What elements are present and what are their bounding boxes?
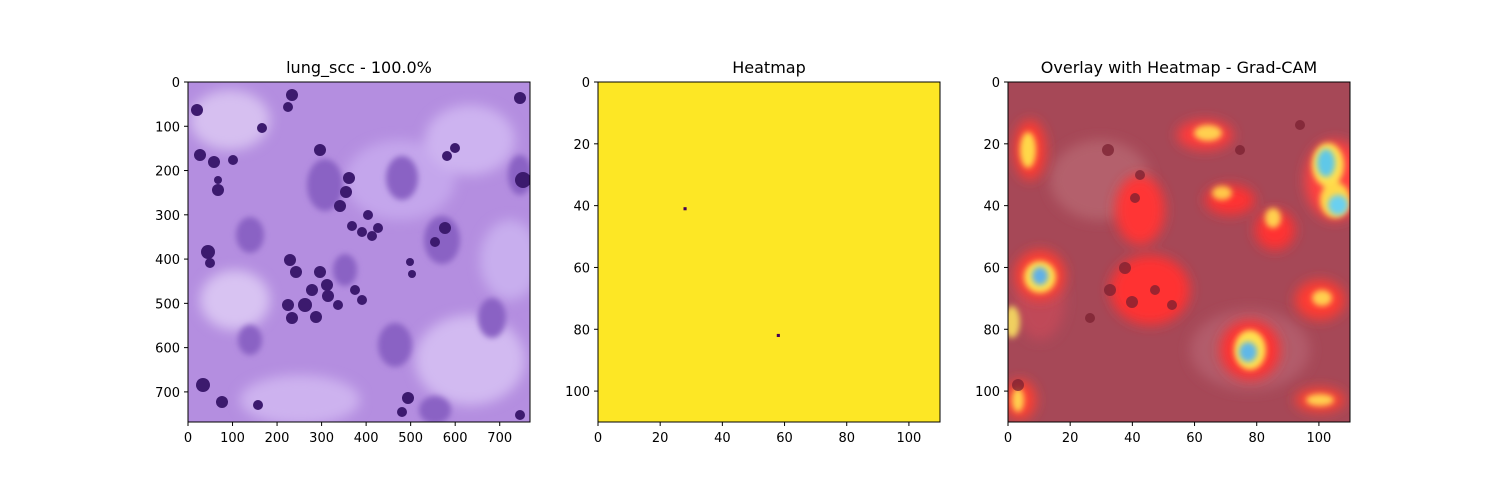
- y-tick-label: 100: [975, 385, 1000, 400]
- x-tick-label: 20: [652, 431, 669, 446]
- x-tick-label: 0: [594, 431, 602, 446]
- heatmap-low-cell: [683, 207, 687, 211]
- x-tick-label: 0: [1004, 431, 1012, 446]
- y-tick-label: 0: [992, 76, 1000, 91]
- y-tick-label: 0: [582, 76, 590, 91]
- y-tick-label: 80: [573, 323, 590, 338]
- x-tick-label: 80: [838, 431, 855, 446]
- panel-tissue-image: lung_scc - 100.0%: [155, 58, 531, 446]
- x-tick-label: 300: [309, 431, 334, 446]
- y-tick-label: 500: [155, 297, 180, 312]
- x-tick-label: 100: [220, 431, 245, 446]
- x-tick-label: 80: [1248, 431, 1265, 446]
- panel-2-axes: 0 20 40 60 80 100 0 20 40 60 80 100: [565, 76, 921, 446]
- x-tick-label: 100: [1306, 431, 1331, 446]
- panel-2-title: Heatmap: [732, 58, 806, 77]
- y-tick-label: 20: [573, 138, 590, 153]
- x-tick-label: 400: [354, 431, 379, 446]
- panel-1-axes: 0 100 200 300 400 500 600 700 0 100 200 300 400 500 60…: [155, 76, 512, 446]
- panel-1-title: lung_scc - 100.0%: [286, 58, 432, 78]
- y-tick-label: 40: [983, 200, 1000, 215]
- x-tick-label: 60: [1186, 431, 1203, 446]
- x-tick-label: 700: [487, 431, 512, 446]
- heatmap-fill: [598, 82, 940, 422]
- panel-2-frame: [597, 81, 941, 423]
- y-tick-label: 60: [983, 261, 1000, 276]
- panel-heatmap: Heatmap 0 20 40 60 80 100 0 20 40 60 80 100: [565, 58, 941, 446]
- x-tick-label: 40: [1124, 431, 1141, 446]
- x-tick-label: 200: [265, 431, 290, 446]
- y-tick-label: 20: [983, 138, 1000, 153]
- y-tick-label: 400: [155, 253, 180, 268]
- y-tick-label: 40: [573, 200, 590, 215]
- overlay-image: [1008, 82, 1350, 422]
- x-tick-label: 60: [776, 431, 793, 446]
- panel-3-axes: 0 20 40 60 80 100 0 20 40 60 80 100: [975, 76, 1331, 446]
- y-tick-label: 100: [565, 385, 590, 400]
- tissue-image: [188, 82, 530, 422]
- panel-3-title: Overlay with Heatmap - Grad-CAM: [1041, 58, 1317, 77]
- y-tick-label: 700: [155, 386, 180, 401]
- panel-3-frame: [1007, 81, 1351, 423]
- y-tick-label: 0: [172, 76, 180, 91]
- panel-1-frame: [187, 81, 531, 423]
- heatmap-low-points: [683, 207, 780, 337]
- y-tick-label: 60: [573, 261, 590, 276]
- x-tick-label: 0: [184, 431, 192, 446]
- x-tick-label: 20: [1062, 431, 1079, 446]
- y-tick-label: 200: [155, 165, 180, 180]
- y-tick-label: 600: [155, 342, 180, 357]
- x-tick-label: 40: [714, 431, 731, 446]
- panel-overlay: Overlay with Heatmap - Grad-CAM: [975, 58, 1351, 446]
- x-tick-label: 100: [896, 431, 921, 446]
- y-tick-label: 80: [983, 323, 1000, 338]
- heatmap-low-cell: [776, 333, 780, 337]
- x-tick-label: 600: [443, 431, 468, 446]
- x-tick-label: 500: [398, 431, 423, 446]
- y-tick-label: 100: [155, 120, 180, 135]
- y-tick-label: 300: [155, 209, 180, 224]
